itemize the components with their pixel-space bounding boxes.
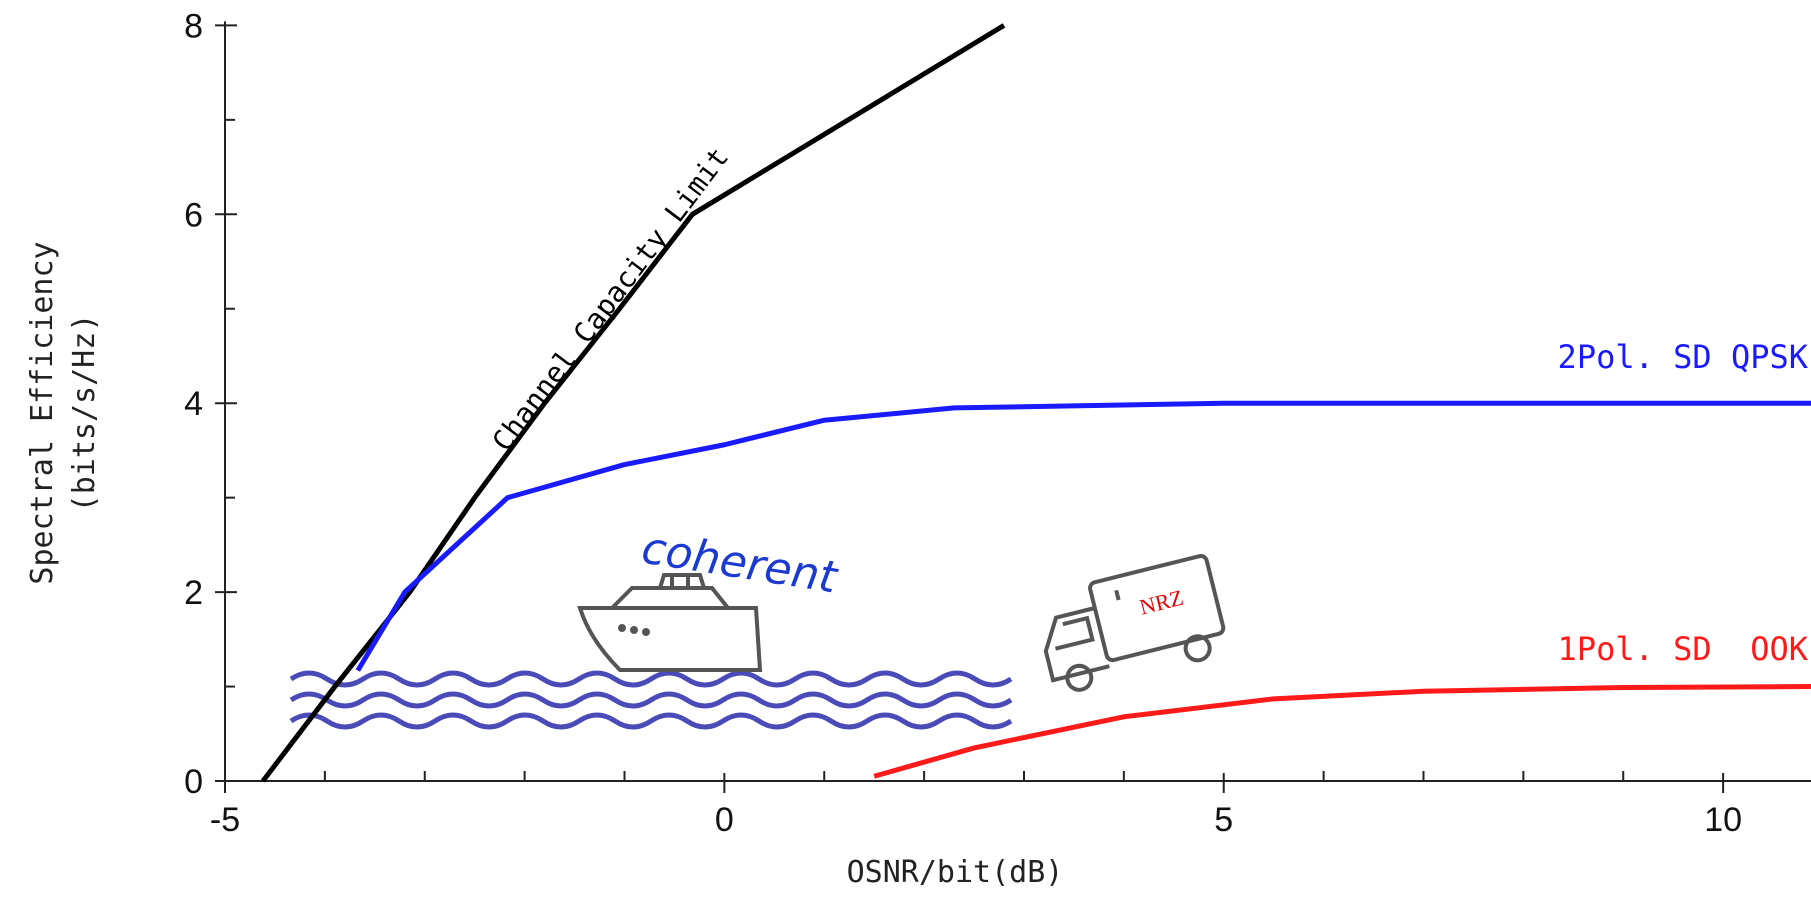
y-tick-label: 8 <box>184 7 203 45</box>
series-line <box>263 25 1004 781</box>
x-tick-label: 0 <box>715 801 734 839</box>
series-label: 2Pol. SD QPSK <box>1558 338 1809 376</box>
series-label: Channel Capacity Limit <box>486 141 736 457</box>
x-tick-label: -5 <box>210 801 240 839</box>
y-tick-label: 6 <box>184 196 203 234</box>
y-tick-label: 2 <box>184 574 203 612</box>
y-axis-label: (bits/s/Hz) <box>67 314 102 513</box>
y-tick-label: 4 <box>184 385 203 423</box>
truck-icon <box>1033 555 1230 696</box>
series-line <box>874 687 1811 777</box>
ship-icon <box>580 575 760 670</box>
x-axis-label: OSNR/bit(dB) <box>847 855 1064 890</box>
x-tick-label: 10 <box>1704 801 1742 839</box>
y-tick-label: 0 <box>184 763 203 801</box>
annotation: NRZ <box>1137 585 1186 620</box>
x-tick-label: 5 <box>1214 801 1233 839</box>
annotation: coherent <box>638 522 842 603</box>
series-label: 1Pol. SD OOK <box>1558 630 1809 668</box>
chart: NRZ coherent Spectral Efficiency (bits/s… <box>0 0 1811 899</box>
waves <box>291 673 1011 727</box>
page: NRZ coherent Spectral Efficiency (bits/s… <box>0 0 1811 899</box>
y-axis-label: Spectral Efficiency <box>25 241 60 584</box>
